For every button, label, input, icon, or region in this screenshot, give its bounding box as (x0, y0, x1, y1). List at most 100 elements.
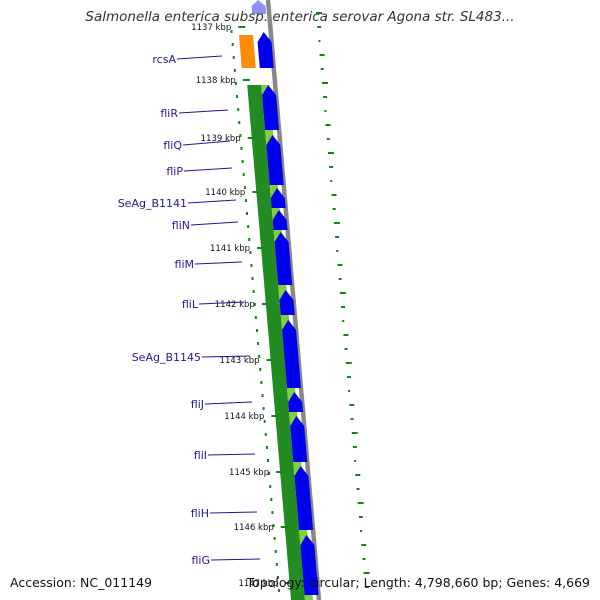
cds-arrow (288, 392, 304, 412)
gc-dot-outer (318, 40, 321, 42)
tick-label: 1137 kbp (191, 23, 231, 33)
gene-leader-line (182, 140, 231, 146)
tick-mark (257, 247, 265, 249)
conservation-segment-dark (267, 325, 284, 345)
gc-dot-inner (243, 186, 246, 189)
conservation-segment-dark (284, 525, 301, 545)
conservation-segment-dark (289, 585, 305, 600)
tick-mark (285, 582, 293, 584)
gene-label-flij: fliJ (191, 398, 204, 411)
gene-label-flin: fliN (172, 219, 190, 232)
tick-mark (261, 303, 269, 305)
gc-dot-inner (261, 394, 264, 397)
gc-dot-outer (351, 432, 358, 434)
gc-dot-outer (335, 236, 340, 238)
gc-dot-inner (253, 303, 256, 306)
tick-mark (247, 137, 255, 139)
gc-dot-outer (362, 558, 366, 560)
gc-dot-outer (320, 68, 324, 70)
gc-dot-outer (361, 544, 367, 546)
gc-dot-inner (272, 524, 275, 527)
gc-dot-inner (236, 95, 239, 98)
gene-labels: rcsA fliR fliQ fliP SeAg_B1141 fliN fliM fliL Se… (118, 53, 261, 567)
gc-dot-inner (259, 368, 262, 371)
gc-dot-inner (231, 43, 234, 46)
gc-dot-inner (258, 355, 261, 358)
gc-dot-outer (350, 418, 354, 420)
gc-dot-outer (323, 96, 328, 98)
cds-arrow (272, 210, 288, 230)
gc-dot-outer (332, 208, 336, 210)
tick-mark (242, 79, 250, 81)
gc-dot-inner (270, 498, 273, 501)
conservation-segment-dark (281, 485, 297, 505)
gc-dot-outer (327, 152, 334, 154)
tick-label: 1143 kbp (220, 356, 260, 366)
tick-label: 1142 kbp (215, 300, 255, 310)
conservation-segment-dark (269, 345, 286, 365)
tick-label: 1138 kbp (196, 76, 236, 86)
gene-label-flig: fliG (191, 554, 210, 567)
gc-dot-outer (363, 572, 370, 574)
gc-dot-outer (349, 404, 355, 406)
gc-dot-outer (342, 320, 345, 322)
gc-dot-inner (230, 30, 233, 33)
gc-dot-outer (343, 334, 349, 336)
gc-dot-outer (360, 530, 363, 532)
gc-dot-inner (237, 108, 240, 111)
cds-arrow (290, 416, 308, 462)
gc-dot-inner (246, 212, 249, 215)
gc-dot-outer (344, 348, 348, 350)
forward-cds-features (251, 0, 319, 595)
conservation-segment-dark (271, 365, 287, 385)
tick-label: 1144 kbp (224, 412, 264, 422)
tick-mark (280, 526, 288, 528)
gc-dot-inner (233, 69, 236, 72)
gc-dot-outer (319, 54, 325, 56)
tick-label: 1147 kbp (238, 579, 278, 589)
gc-dot-inner (252, 290, 255, 293)
gc-dot-inner (276, 576, 279, 579)
conservation-segment-dark (252, 145, 269, 165)
gc-dot-outer (358, 516, 363, 518)
tick-label: 1146 kbp (234, 523, 274, 533)
gene-leader-line (207, 453, 256, 456)
genome-title: Salmonella enterica subsp. enterica sero… (85, 9, 515, 25)
gene-label-seag_b1141: SeAg_B1141 (118, 197, 187, 210)
cds-arrow (257, 32, 274, 68)
gene-leader-line (210, 558, 261, 561)
gc-dot-inner (268, 472, 271, 475)
gc-dot-inner (264, 433, 267, 436)
gc-dot-outer (336, 250, 339, 252)
gc-dot-outer (348, 390, 351, 392)
cds-arrow (262, 85, 280, 130)
conservation-segment-dark (272, 385, 289, 405)
gc-dot-inner (265, 446, 268, 449)
gc-dot-inner (274, 550, 277, 553)
conservation-segment-dark (260, 245, 277, 265)
tick-mark (271, 415, 279, 417)
conservation-segment-dark (255, 185, 272, 205)
gene-leader-line (190, 221, 239, 226)
gc-dot-inner (263, 420, 266, 423)
gene-leader-line (209, 511, 258, 514)
gc-dot-outer (317, 26, 322, 28)
gene-label-seag_b1145: SeAg_B1145 (132, 351, 201, 364)
tick-marks: 1137 kbp 1138 kbp 1139 kbp 1140 kbp 1141 kbp… (191, 23, 293, 589)
gene-leader-line (201, 355, 251, 358)
conservation-segment-dark (254, 165, 270, 185)
gene-leader-line (187, 199, 237, 204)
gc-dot-inner (240, 147, 243, 150)
gc-dot-outer (346, 376, 351, 378)
gc-dot-inner (239, 134, 242, 137)
gc-dot-inner (249, 251, 252, 254)
gc-dot-outer (341, 306, 346, 308)
conservation-segment-dark (262, 265, 279, 285)
tick-mark (252, 191, 260, 193)
tick-label: 1145 kbp (229, 468, 269, 478)
gene-label-flil: fliL (182, 298, 199, 311)
gc-dot-inner (260, 381, 263, 384)
gene-leader-line (198, 301, 245, 305)
gc-dot-outer (337, 264, 343, 266)
tick-mark (276, 471, 284, 473)
